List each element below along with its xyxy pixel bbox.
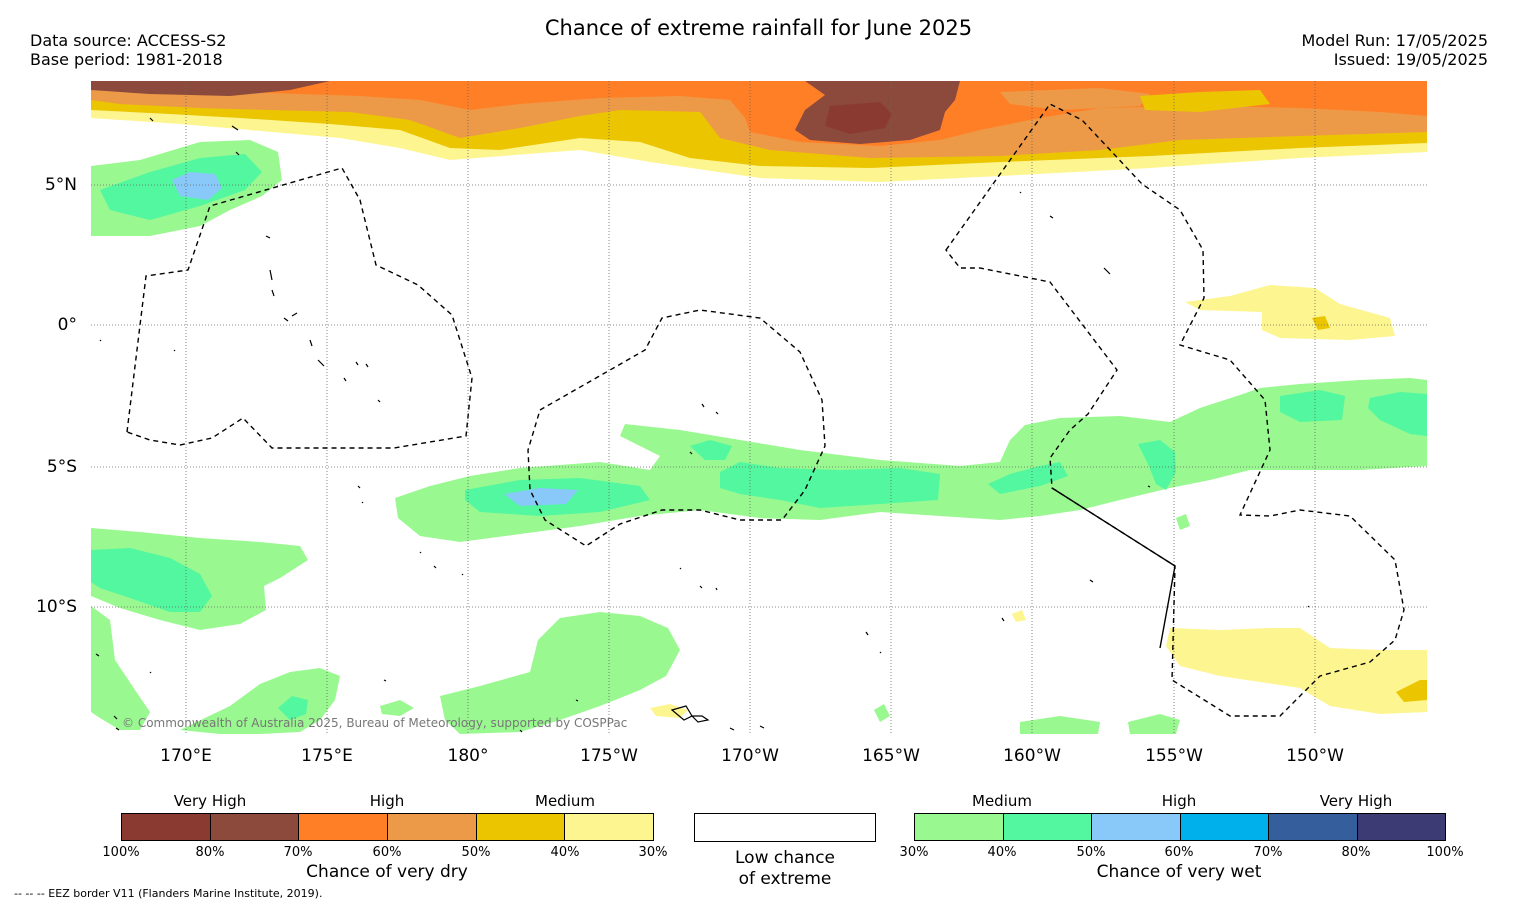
- dry-30-small: [1012, 610, 1026, 622]
- wet-30-south5: [1020, 716, 1100, 734]
- lon-label-170e: 170°E: [160, 746, 212, 766]
- wet-30-small: [1176, 514, 1190, 530]
- grid-lines: [91, 81, 1427, 734]
- dry-legend-title: Chance of very dry: [306, 862, 468, 882]
- dry-30-small2: [650, 704, 688, 718]
- wet-40-south: [278, 696, 308, 720]
- dry-tick: 80%: [195, 845, 225, 860]
- wet-30-south4: [874, 704, 890, 722]
- dry-category-very-high: Very High: [173, 792, 247, 810]
- dry-30-east: [1185, 285, 1395, 340]
- dry-tick: 30%: [638, 845, 668, 860]
- lon-label-180: 180°: [447, 746, 489, 766]
- dry-40-east: [1312, 316, 1330, 330]
- wet-swatch-5: [1269, 814, 1358, 840]
- dry-swatch-4: [388, 814, 477, 840]
- dry-category-high: High: [369, 792, 405, 810]
- wet-40-central5: [1138, 440, 1176, 490]
- dry-30-southeast: [1166, 628, 1427, 714]
- wet-tick: 70%: [1253, 845, 1283, 860]
- wet-30-central: [395, 378, 1427, 542]
- dry-40-southeast: [1396, 680, 1427, 702]
- wet-40-sw: [91, 548, 212, 612]
- data-source-label: Data source: ACCESS-S2: [30, 31, 227, 50]
- lat-label-5s: 5°S: [46, 457, 77, 477]
- islands: [95, 117, 1310, 733]
- wet-30-south3: [380, 700, 414, 716]
- dry-tick: 50%: [461, 845, 491, 860]
- wet-40-central2: [720, 462, 940, 508]
- wet-40-east2: [1368, 392, 1427, 436]
- eez-line-islands: [945, 103, 1405, 717]
- model-run-label: Model Run: 17/05/2025: [1301, 31, 1489, 50]
- wet-tick: 100%: [1426, 845, 1464, 860]
- base-period-label: Base period: 1981-2018: [30, 50, 223, 69]
- eez-kiribati-gilbert: [126, 167, 473, 449]
- lat-label-10s: 10°S: [36, 597, 77, 617]
- dry-tick: 40%: [550, 845, 580, 860]
- wet-tick: 50%: [1076, 845, 1106, 860]
- wet-40-central4: [988, 462, 1068, 494]
- low-chance-line2: of extreme: [738, 869, 832, 889]
- dry-tick: 100%: [102, 845, 140, 860]
- eez-border-note: -- -- -- EEZ border V11 (Flanders Marine…: [14, 887, 323, 900]
- wet-swatch-2: [1003, 814, 1092, 840]
- issued-label: Issued: 19/05/2025: [1333, 50, 1488, 69]
- dry-50-patch: [1000, 88, 1150, 110]
- dry-swatch-2: [210, 814, 300, 840]
- map-layers: [91, 81, 1427, 734]
- low-chance-line1: Low chance: [735, 848, 835, 868]
- wet-swatch-3: [1092, 814, 1181, 840]
- wet-30-south2: [440, 612, 680, 734]
- wet-40-east: [1280, 390, 1345, 422]
- dry-tick: 70%: [283, 845, 313, 860]
- lon-label-165w: 165°W: [862, 746, 920, 766]
- dry-swatch-6: [565, 814, 654, 840]
- dry-tick: 60%: [372, 845, 402, 860]
- wet-tick: 40%: [987, 845, 1017, 860]
- low-chance-swatch: [694, 813, 876, 842]
- dry-30-small3: [1330, 672, 1360, 690]
- wet-30-south: [180, 668, 340, 734]
- map-title: Chance of extreme rainfall for June 2025: [544, 16, 973, 40]
- wet-50-central: [504, 488, 578, 506]
- lat-label-5n: 5°N: [44, 175, 77, 195]
- wet-50-nw: [172, 172, 222, 200]
- dry-80-patch: [825, 102, 892, 134]
- dry-swatch-1: [122, 814, 211, 840]
- wet-swatch-1: [915, 814, 1004, 840]
- wet-swatch-6: [1357, 814, 1445, 840]
- lon-label-160w: 160°W: [1003, 746, 1061, 766]
- copyright-notice: © Commonwealth of Australia 2025, Bureau…: [122, 716, 628, 730]
- wet-tick: 60%: [1164, 845, 1194, 860]
- dry-40-patch: [1140, 90, 1270, 112]
- eez-cook-border: [1051, 487, 1176, 649]
- wet-category-medium: Medium: [972, 792, 1032, 810]
- wet-30-sw2: [91, 606, 150, 730]
- wet-swatch-4: [1180, 814, 1269, 840]
- wet-category-high: High: [1161, 792, 1197, 810]
- wet-colorbar: [914, 813, 1446, 841]
- lon-label-155w: 155°W: [1145, 746, 1203, 766]
- wet-40-central3: [690, 440, 732, 460]
- wet-category-very-high: Very High: [1319, 792, 1393, 810]
- wet-legend-title: Chance of very wet: [1096, 862, 1262, 882]
- wet-tick: 80%: [1341, 845, 1371, 860]
- eez-tokelau-phoenix: [527, 309, 826, 547]
- lon-label-175w: 175°W: [580, 746, 638, 766]
- dry-colorbar: [121, 813, 654, 841]
- dry-swatch-3: [299, 814, 389, 840]
- low-chance-label: Low chance of extreme: [735, 848, 835, 890]
- dry-category-medium: Medium: [535, 792, 595, 810]
- dry-70-strip: [91, 81, 330, 96]
- lon-label-150w: 150°W: [1286, 746, 1344, 766]
- wet-30-south6: [1128, 714, 1180, 734]
- lon-label-175e: 175°E: [301, 746, 353, 766]
- wet-tick: 30%: [899, 845, 929, 860]
- dry-swatch-5: [476, 814, 566, 840]
- lat-label-0: 0°: [57, 315, 77, 335]
- eez-borders: [126, 103, 1405, 717]
- lon-label-170w: 170°W: [721, 746, 779, 766]
